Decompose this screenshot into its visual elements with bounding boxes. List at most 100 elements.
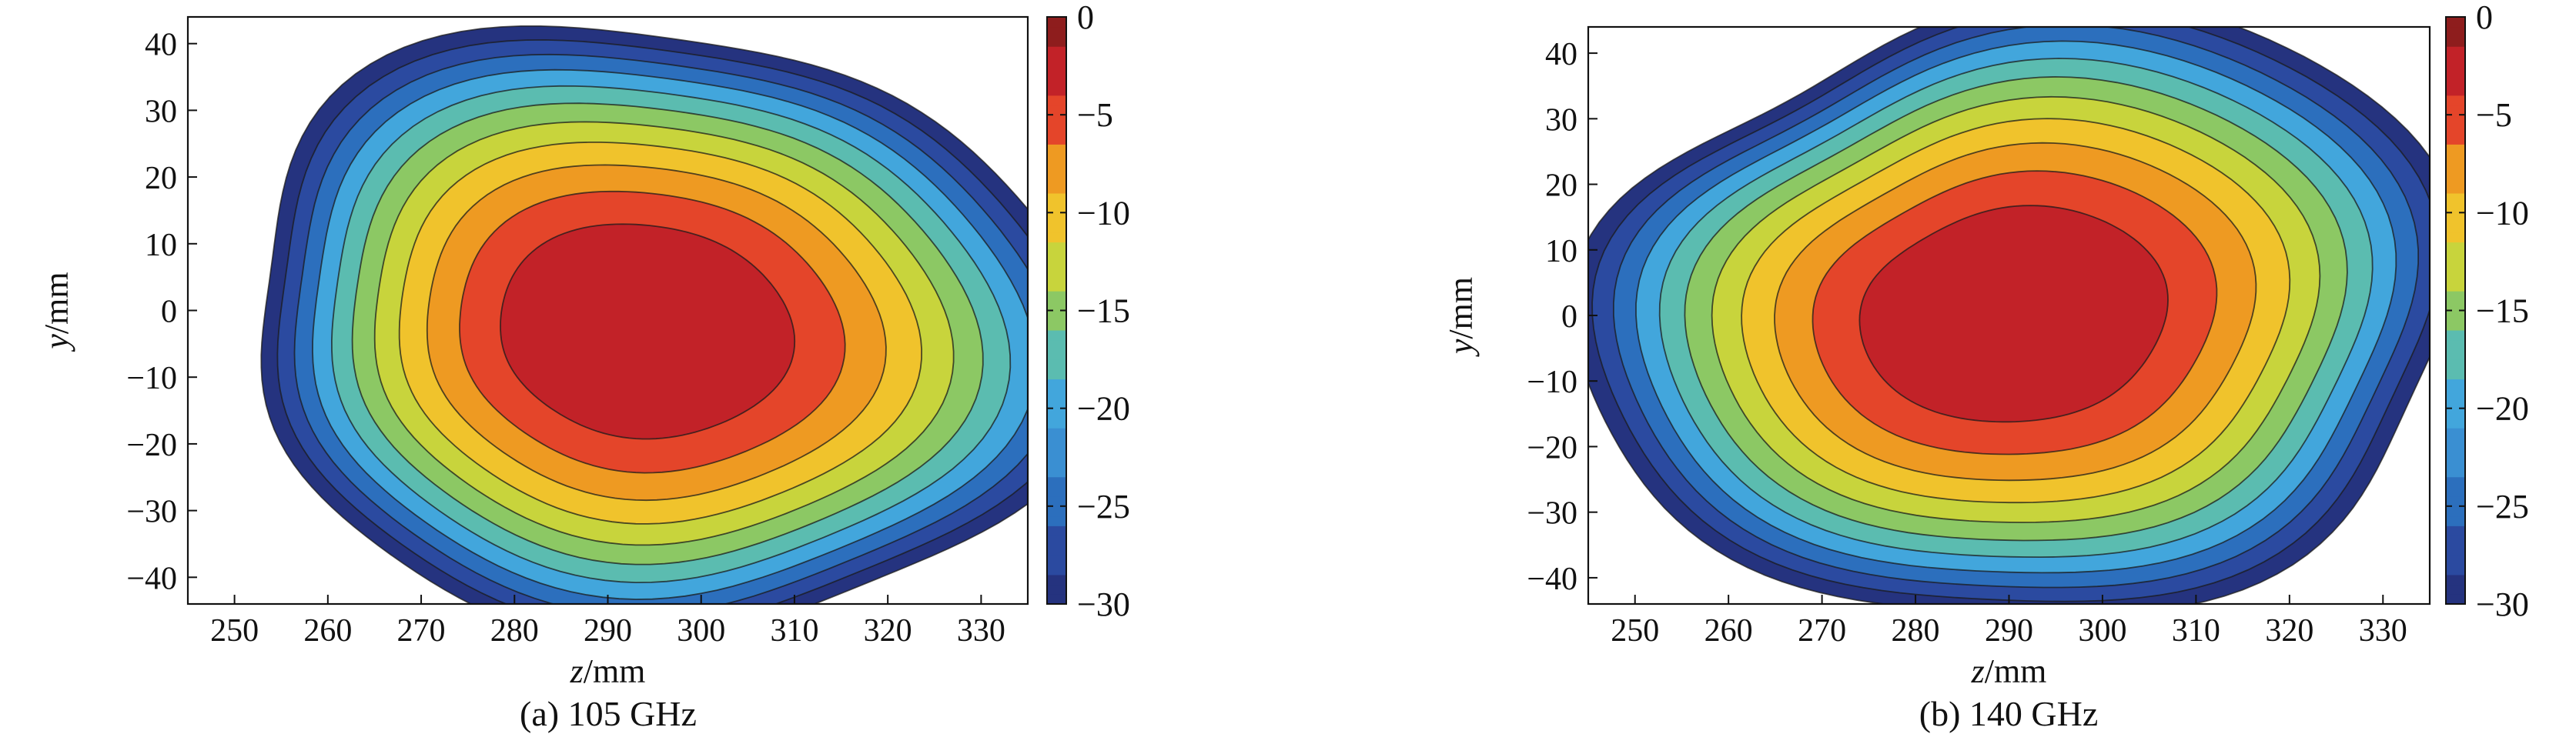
- x-tick-label: 310: [770, 613, 818, 649]
- colorbar-segment: [2446, 555, 2465, 566]
- colorbar-segment: [2446, 46, 2465, 57]
- x-tick-label: 260: [303, 613, 352, 649]
- colorbar-tick-label: −30: [2476, 586, 2529, 623]
- colorbar-segment: [2446, 515, 2465, 526]
- colorbar-segment: [1047, 594, 1066, 605]
- x-axis-unit: /mm: [1985, 652, 2047, 690]
- y-tick-label: 10: [145, 228, 177, 263]
- x-tick-label: 330: [957, 613, 1005, 649]
- colorbar-segment: [1047, 271, 1066, 282]
- colorbar-segment: [2446, 369, 2465, 380]
- x-tick-label: 280: [1892, 613, 1940, 649]
- colorbar-segment: [2446, 261, 2465, 272]
- colorbar-tick-label: −5: [1077, 96, 1113, 134]
- y-tick-label: 20: [1545, 168, 1577, 204]
- x-axis-var: z: [570, 652, 584, 690]
- colorbar-segment: [2446, 105, 2465, 115]
- colorbar-segment: [1047, 310, 1066, 321]
- y-axis-unit: /mm: [1442, 277, 1480, 339]
- x-tick-label: 260: [1705, 613, 1753, 649]
- colorbar-segment: [1047, 115, 1066, 125]
- y-tick-label: −40: [126, 561, 177, 596]
- y-tick-label: 30: [1545, 102, 1577, 138]
- x-tick-label: 280: [490, 613, 539, 649]
- colorbar-segment: [1047, 242, 1066, 252]
- panel-caption: (b) 140 GHz: [1919, 694, 2099, 733]
- colorbar-segment: [2446, 594, 2465, 605]
- colorbar-segment: [2446, 505, 2465, 517]
- x-axis-label: z/mm: [570, 652, 646, 690]
- colorbar-segment: [1047, 65, 1066, 76]
- colorbar-segment: [1047, 291, 1066, 302]
- colorbar-segment: [1047, 505, 1066, 517]
- colorbar-segment: [1047, 320, 1066, 331]
- colorbar-segment: [1047, 261, 1066, 272]
- colorbar-segment: [2446, 457, 2465, 468]
- colorbar-segment: [1047, 389, 1066, 399]
- colorbar-segment: [1047, 457, 1066, 468]
- contour-fill-group: [1588, 27, 2430, 604]
- colorbar-segment: [2446, 183, 2465, 194]
- colorbar-segment: [2446, 418, 2465, 429]
- colorbar-segment: [1047, 496, 1066, 507]
- x-tick-label: 270: [397, 613, 446, 649]
- x-axis-label: z/mm: [1971, 652, 2047, 690]
- colorbar-segment: [1047, 154, 1066, 165]
- colorbar-segment: [1047, 173, 1066, 184]
- colorbar-segment: [1047, 418, 1066, 429]
- colorbar-segment: [2446, 232, 2465, 243]
- colorbar-segment: [1047, 232, 1066, 243]
- y-tick-label: −10: [126, 361, 177, 396]
- y-tick-label: 10: [1545, 234, 1577, 269]
- x-tick-label: 290: [584, 613, 632, 649]
- colorbar-segment: [1047, 95, 1066, 106]
- colorbar: 0 −5 −10 −15 −20 −25 −30: [1046, 0, 1130, 623]
- colorbar-segment: [1047, 574, 1066, 586]
- colorbar-segment: [2446, 134, 2465, 145]
- y-tick-label: −30: [1527, 496, 1577, 532]
- colorbar-segment: [2446, 320, 2465, 331]
- colorbar-segment: [1047, 163, 1066, 175]
- y-tick-label: −40: [1527, 562, 1577, 597]
- contour-band-11: [1858, 205, 2169, 423]
- colorbar-segment: [2446, 154, 2465, 165]
- colorbar-segment: [2446, 545, 2465, 556]
- colorbar-segment: [2446, 55, 2465, 67]
- colorbar-segment: [1047, 252, 1066, 262]
- colorbar-segment: [1047, 134, 1066, 145]
- colorbar: 0 −5 −10 −15 −20 −25 −30: [2445, 0, 2529, 623]
- x-tick-label: 290: [1985, 613, 2033, 649]
- colorbar-segment: [1047, 105, 1066, 115]
- colorbar-segment: [2446, 163, 2465, 175]
- y-tick-label: 30: [145, 94, 177, 129]
- colorbar-segment: [2446, 349, 2465, 360]
- colorbar-segment: [1047, 349, 1066, 360]
- y-tick-label: 0: [161, 295, 177, 330]
- x-tick-label: 330: [2359, 613, 2407, 649]
- colorbar-segment: [2446, 26, 2465, 38]
- x-axis-var: z: [1971, 652, 1985, 690]
- colorbar-segment: [1047, 437, 1066, 449]
- colorbar-segment: [2446, 300, 2465, 312]
- colorbar-segment: [1047, 300, 1066, 312]
- contour-band-11: [500, 223, 796, 440]
- colorbar-tick-label: −15: [1077, 292, 1130, 330]
- x-tick-label: 270: [1798, 613, 1846, 649]
- colorbar-tick-label: 0: [1077, 0, 1094, 36]
- x-tick-label: 320: [2265, 613, 2313, 649]
- colorbar-segment: [2446, 398, 2465, 409]
- x-tick-label: 250: [1611, 613, 1659, 649]
- colorbar-segment: [1047, 486, 1066, 497]
- colorbar-segment: [2446, 486, 2465, 497]
- colorbar-segment: [1047, 124, 1066, 135]
- contour-fill-group: [260, 25, 1028, 604]
- colorbar-tick-label: −30: [1077, 586, 1130, 623]
- y-tick-label: 40: [1545, 37, 1577, 72]
- colorbar-segment: [1047, 202, 1066, 213]
- colorbar-tick-label: −20: [1077, 390, 1130, 428]
- colorbar-segment: [1047, 359, 1066, 370]
- colorbar-tick-label: −10: [2476, 194, 2529, 232]
- y-axis-label: y/mm: [38, 272, 75, 352]
- colorbar-segment: [2446, 271, 2465, 282]
- x-tick-label: 300: [677, 613, 725, 649]
